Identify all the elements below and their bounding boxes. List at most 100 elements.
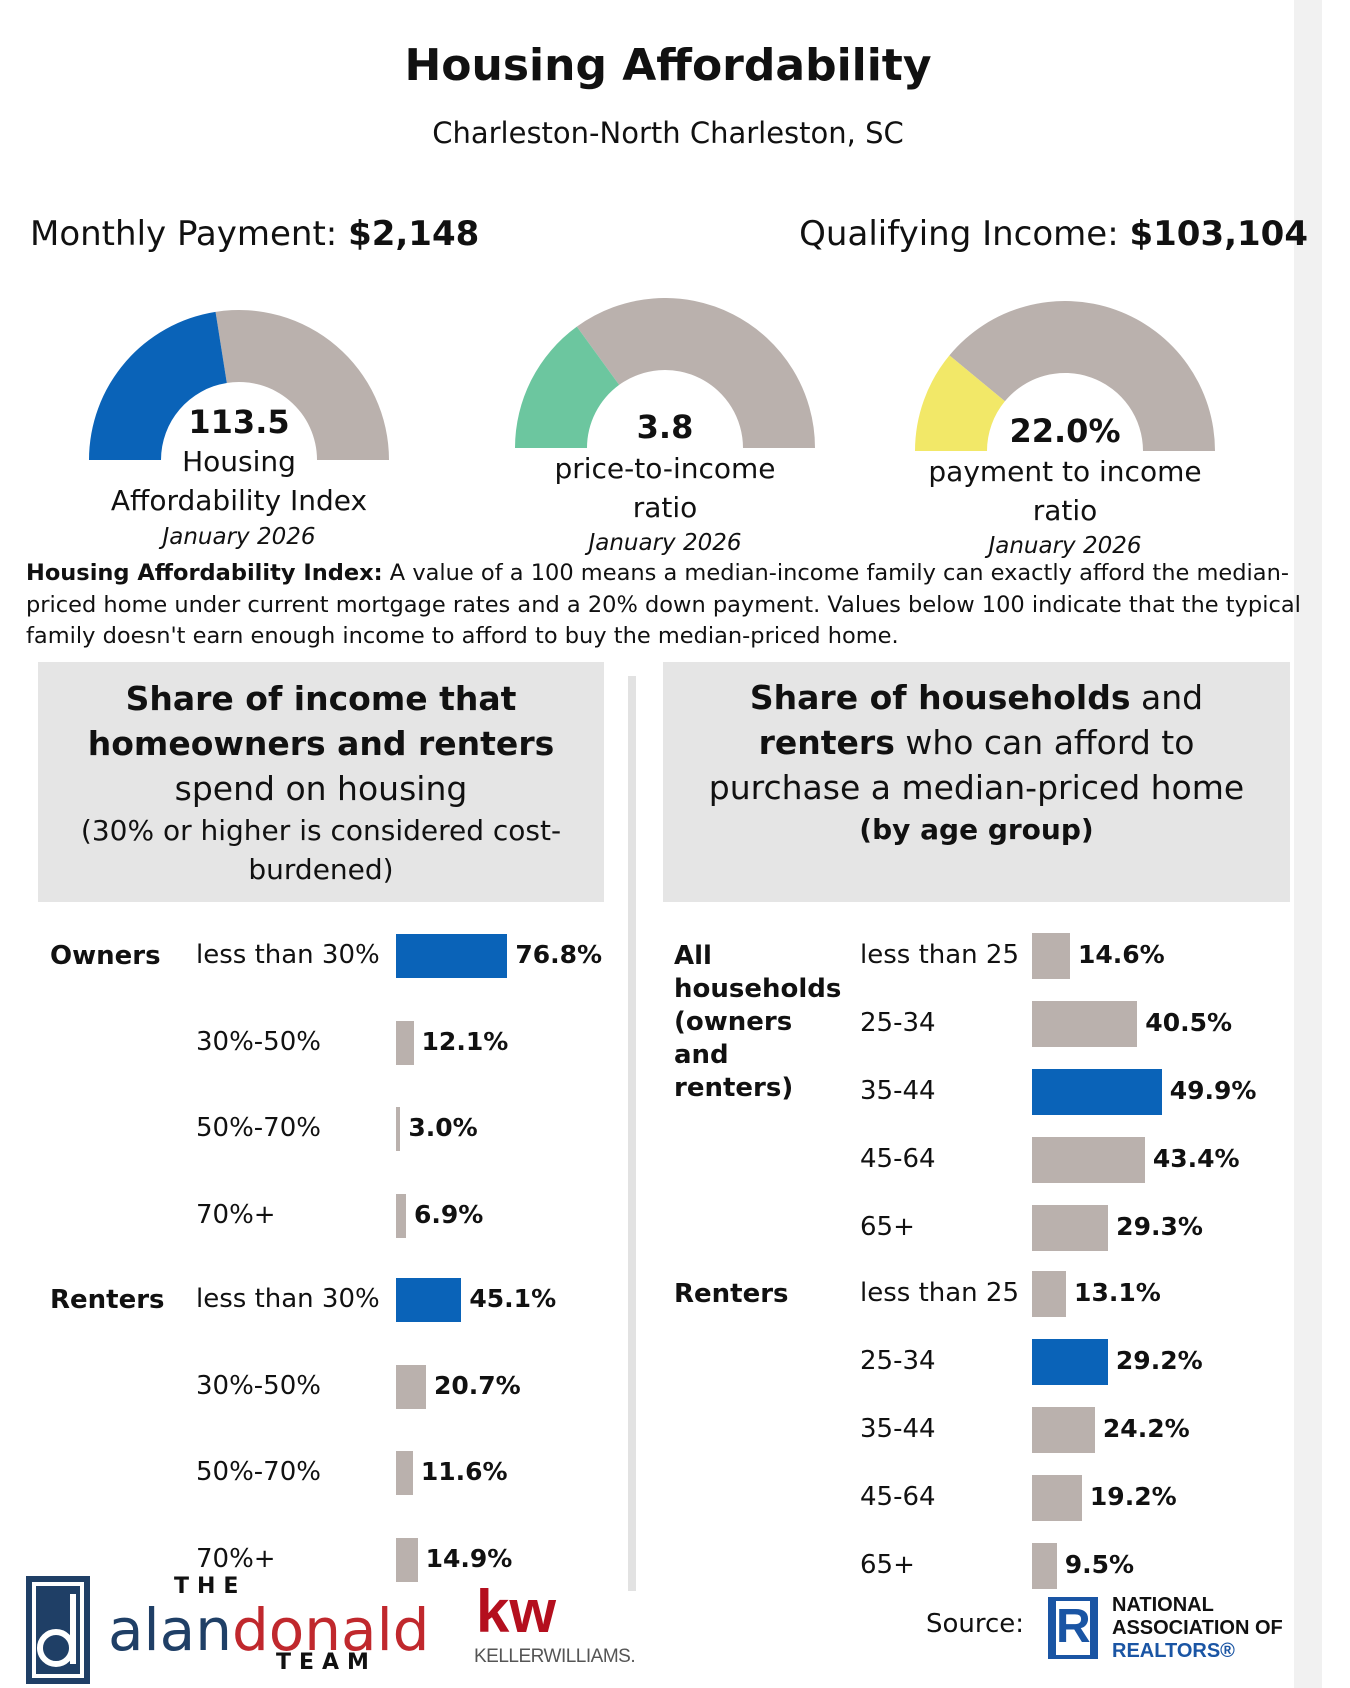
bar-value-label: 6.9% <box>414 1199 484 1229</box>
bar-value-label: 12.1% <box>421 1026 509 1056</box>
bar-value-label: 14.6% <box>1077 940 1165 969</box>
category-label: 45-64 <box>860 1482 936 1512</box>
alan-donald-logo-mark <box>26 1576 90 1684</box>
category-label: 65+ <box>860 1550 915 1580</box>
gauge-track <box>949 301 1215 451</box>
bar <box>1032 1543 1057 1589</box>
nar-logo-letter: R <box>1056 1600 1091 1653</box>
gauge-payment-to-income-value: 22.0% <box>1009 412 1121 450</box>
bar <box>396 1451 413 1495</box>
nar-line3: REALTORS® <box>1112 1640 1235 1662</box>
panel-divider <box>628 676 636 1591</box>
category-label: 35-44 <box>860 1076 936 1106</box>
left-panel-title-line2: homeowners and renters <box>87 724 555 763</box>
bar <box>1032 933 1070 979</box>
category-label: less than 25 <box>860 940 1020 970</box>
right-panel-bold1: Share of households <box>749 678 1131 717</box>
group-label: Owners <box>50 941 161 971</box>
category-label: 50%-70% <box>196 1457 321 1487</box>
qualifying-income-label: Qualifying Income: <box>799 214 1119 254</box>
gauge-affordability-index-arc <box>89 310 389 460</box>
bar <box>396 934 508 978</box>
category-label: 30%-50% <box>196 1370 321 1401</box>
bar <box>1032 1069 1162 1115</box>
bar-value-label: 13.1% <box>1074 1278 1161 1307</box>
group-label: All households (owners and renters) <box>674 941 842 1103</box>
gauge-price-to-income-arc <box>515 298 815 448</box>
kw-logo-name: KELLERWILLIAMS. <box>474 1646 636 1667</box>
right-panel-normal2: who can afford to <box>894 723 1195 762</box>
note-label: Housing Affordability Index: <box>26 560 383 586</box>
gauge-track <box>576 298 815 448</box>
right-panel-normal1: and <box>1130 678 1204 717</box>
qualifying-income-value: $103,104 <box>1129 214 1308 254</box>
gauge-payment-to-income-label1: payment to income <box>928 455 1202 488</box>
left-panel-title-line1: Share of income that <box>125 679 517 718</box>
gauge-payment-to-income <box>914 301 1216 453</box>
category-label: 25-34 <box>860 1008 936 1038</box>
bar <box>396 1193 406 1238</box>
logo-wordmark: alandonald <box>108 1600 430 1660</box>
gauge-fill <box>515 326 620 448</box>
category-label: 50%-70% <box>196 1113 321 1143</box>
bar-value-label: 45.1% <box>469 1284 557 1313</box>
bar-value-label: 49.9% <box>1169 1076 1257 1105</box>
gauge-price-to-income-label1: price-to-income <box>554 452 776 485</box>
nar-logo-icon: R <box>1048 1597 1098 1659</box>
nar-line2: ASSOCIATION OF <box>1112 1617 1283 1639</box>
gauge-payment-to-income-date: January 2026 <box>988 533 1142 559</box>
bar-value-label: 43.4% <box>1152 1144 1240 1173</box>
bar <box>1032 1475 1082 1521</box>
bar-value-label: 24.2% <box>1102 1414 1190 1443</box>
bar-value-label: 29.2% <box>1115 1346 1203 1375</box>
gauge-affordability-index-label2: Affordability Index <box>110 484 368 517</box>
logo-donald: donald <box>231 1596 430 1664</box>
nar-line1: NATIONAL <box>1112 1594 1214 1616</box>
left-panel-title-line3: spend on housing <box>174 769 468 808</box>
bar-value-label: 3.0% <box>408 1113 478 1142</box>
bar-value-label: 11.6% <box>420 1457 508 1486</box>
gauge-price-to-income <box>514 298 816 450</box>
group-label: Renters <box>674 1279 789 1309</box>
bar-value-label: 14.9% <box>425 1543 513 1573</box>
bar <box>1032 1205 1109 1251</box>
right-panel-normal3: purchase a median-priced home <box>708 768 1245 807</box>
monthly-payment-label: Monthly Payment: <box>30 214 338 254</box>
gauge-track <box>215 310 389 460</box>
infographic-page: Housing Affordability Charleston-North C… <box>14 0 1322 1688</box>
bar <box>1032 1001 1138 1047</box>
gauge-price-to-income-label2: ratio <box>632 491 698 524</box>
right-panel-header: Share of households and renters who can … <box>663 662 1290 902</box>
bar-value-label: 9.5% <box>1064 1550 1135 1579</box>
page-title: Housing Affordability <box>404 40 932 91</box>
page-edge-shade <box>1294 0 1322 1688</box>
category-label: 35-44 <box>860 1414 936 1444</box>
nar-logo-text: NATIONAL ASSOCIATION OF REALTORS® <box>1112 1594 1283 1663</box>
category-label: 30%-50% <box>196 1026 321 1057</box>
logo-team: TEAM <box>276 1650 377 1675</box>
bar-value-label: 29.3% <box>1116 1212 1203 1241</box>
left-panel-header: Share of income that homeowners and rent… <box>38 662 604 902</box>
source-label: Source: <box>926 1609 1025 1639</box>
bar <box>1032 1407 1095 1453</box>
bar-value-label: 40.5% <box>1145 1008 1233 1037</box>
right-panel-bold2: renters <box>758 723 895 762</box>
logo-alan: alan <box>108 1596 232 1664</box>
bar-value-label: 20.7% <box>434 1370 521 1400</box>
bar <box>396 1537 418 1582</box>
page-subtitle: Charleston-North Charleston, SC <box>432 116 904 150</box>
category-label: 70%+ <box>196 1199 276 1230</box>
gauge-price-to-income-date: January 2026 <box>588 530 742 556</box>
category-label: 25-34 <box>860 1346 936 1376</box>
kw-logo-mark: kw <box>476 1578 557 1645</box>
bar <box>1032 1339 1108 1385</box>
gauge-affordability-index <box>88 310 390 460</box>
bar <box>396 1107 401 1151</box>
logo-d-icon <box>26 1576 90 1684</box>
category-label: 45-64 <box>860 1144 936 1174</box>
bar <box>1032 1137 1145 1183</box>
bar <box>396 1364 426 1409</box>
monthly-payment-value: $2,148 <box>348 214 480 254</box>
gauge-affordability-index-value: 113.5 <box>188 403 290 441</box>
gauge-affordability-index-label1: Housing <box>182 445 296 478</box>
